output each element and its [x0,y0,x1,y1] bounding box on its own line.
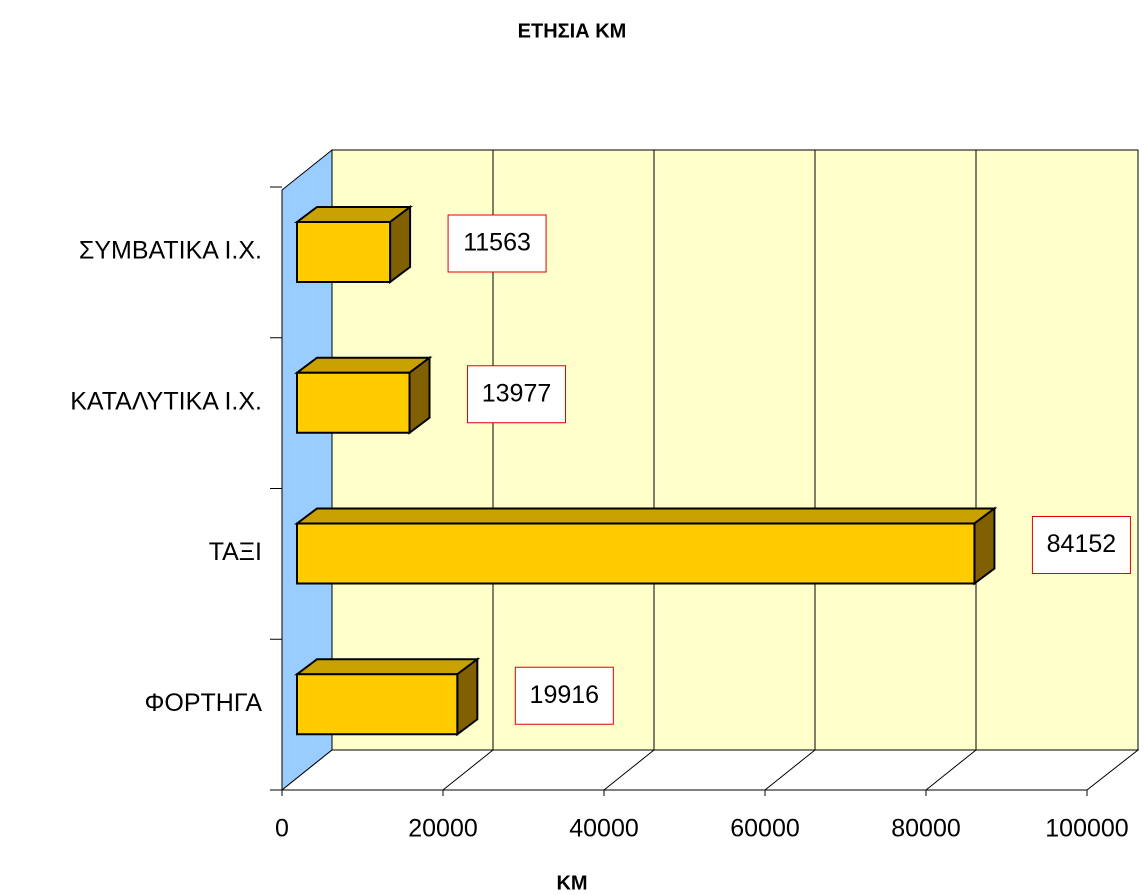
floor-grid-line [925,749,977,791]
x-tick-label: 0 [275,815,289,843]
floor-grid-line [442,749,494,791]
y-tick-label: ΤΑΞΙ [209,538,262,566]
x-tick-label: 100000 [1045,815,1128,843]
bar-top [294,356,433,374]
x-tick-label: 80000 [891,815,961,843]
bar-top [294,658,481,676]
x-tick-label: 40000 [569,815,639,843]
value-label: 11563 [463,229,531,257]
bar [296,371,411,434]
floor [280,749,1140,791]
value-label: 84152 [1047,530,1117,558]
floor-grid-line [603,749,655,791]
y-tick-label: ΚΑΤΑΛΥΤΙΚΑ Ι.Χ. [70,387,262,415]
bar [296,221,392,283]
value-label-box [514,666,614,725]
y-tick-label: ΣΥΜΒΑΤΙΚΑ Ι.Χ. [79,237,262,265]
bar [296,673,459,736]
value-label: 13977 [482,379,552,407]
y-tick-label: ΦΟΡΤΗΓΑ [144,689,262,717]
value-label: 19916 [530,681,600,709]
bar-top [294,507,998,525]
x-axis-label: ΚΜ [556,872,587,894]
x-tick-label: 20000 [408,815,478,843]
value-label-box [447,214,547,273]
value-label-box [467,365,567,424]
value-label-box [1031,516,1131,574]
chart-title: ΕΤΗΣΙΑ ΚΜ [518,20,627,42]
floor-grid-line [764,749,816,791]
bar [296,522,976,585]
x-tick-label: 60000 [730,815,800,843]
